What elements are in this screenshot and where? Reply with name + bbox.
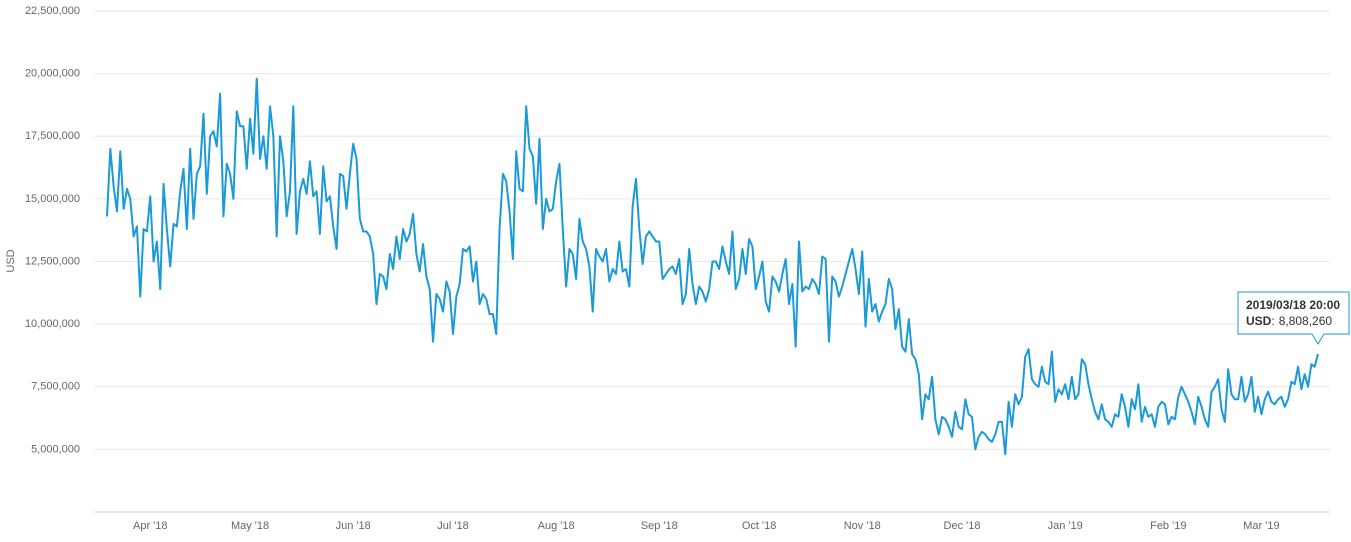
line-series — [106, 77, 1319, 456]
x-tick-label: Jul '18 — [437, 520, 468, 532]
y-tick-label: 22,500,000 — [25, 5, 80, 17]
x-tick-label: Oct '18 — [742, 520, 777, 532]
x-tick-label: Aug '18 — [538, 520, 575, 532]
x-tick-label: Sep '18 — [641, 520, 678, 532]
y-tick-label: 5,000,000 — [31, 443, 80, 455]
x-tick-label: Feb '19 — [1150, 520, 1186, 532]
tooltip-box — [1237, 291, 1350, 345]
tooltip-value-label: 8,808,260 — [1279, 314, 1333, 328]
tooltip-series-name: USD — [1246, 314, 1272, 328]
x-tick-label: Dec '18 — [944, 520, 981, 532]
x-tick-label: Nov '18 — [844, 520, 881, 532]
x-tick-label: Jan '19 — [1048, 520, 1083, 532]
x-tick-label: Mar '19 — [1243, 520, 1279, 532]
y-tick-label: 20,000,000 — [25, 68, 80, 80]
x-tick-label: Apr '18 — [133, 520, 168, 532]
x-tick-label: Jun '18 — [336, 520, 371, 532]
y-tick-label: 7,500,000 — [31, 381, 80, 393]
y-tick-label: 12,500,000 — [25, 255, 80, 267]
tooltip-value: USD: 8,808,260 — [1246, 314, 1332, 328]
y-tick-label: 10,000,000 — [25, 318, 80, 330]
tooltip-title: 2019/03/18 20:00 — [1246, 298, 1340, 312]
y-tick-label: 17,500,000 — [25, 130, 80, 142]
tooltip-separator: : — [1271, 314, 1274, 328]
x-tick-label: May '18 — [231, 520, 269, 532]
tooltip: 2019/03/18 20:00 USD: 8,808,260 — [1237, 291, 1350, 345]
y-tick-label: 15,000,000 — [25, 193, 80, 205]
y-axis-label: USD — [5, 249, 17, 272]
